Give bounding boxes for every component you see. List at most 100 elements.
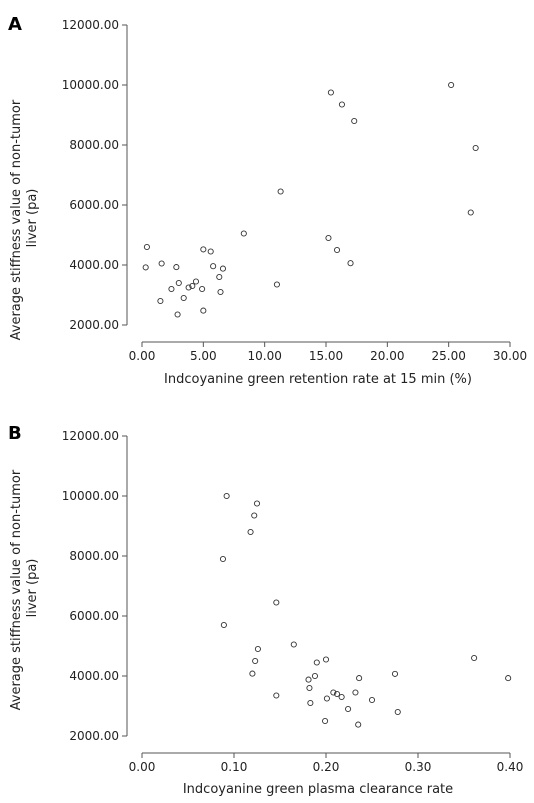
panel-a-data-point (142, 264, 149, 271)
panel-b-y-tick-label: 10000.00 (62, 489, 119, 503)
panel-b-data-point (253, 500, 261, 507)
panel-b-ylabel-line-1: Average stiffness value of non-tumor (9, 469, 24, 710)
panel-b-data-point (322, 656, 330, 663)
panel-a-data-point (448, 81, 455, 89)
panel-a-xlabel: Indcoyanine green retention rate at 15 m… (164, 372, 472, 387)
panel-a-x-tick-label: 20.00 (370, 349, 404, 363)
panel-a-data-point (192, 278, 200, 285)
panel-b-data-point (323, 695, 330, 702)
panel-a-data-point (277, 188, 284, 195)
panel-b-y-tick-label: 6000.00 (69, 609, 119, 623)
panel-a-data-point (217, 288, 224, 296)
panel-a-data-point (174, 311, 181, 318)
panel-b-x-tick-label: 0.00 (129, 760, 156, 774)
panel-a-label: A (8, 14, 22, 35)
panel-a-data-point (200, 246, 207, 253)
panel-a-y-tick-label: 4000.00 (69, 258, 119, 272)
panel-a-data-point (207, 248, 214, 255)
panel-a-y-tick-label: 2000.00 (69, 318, 119, 332)
panel-b-data-point (223, 492, 230, 500)
panel-a-data-point (240, 230, 247, 237)
panel-a-x-tick-label: 15.00 (309, 349, 343, 363)
panel-a-ylabel-line-1: Average stiffness value of non-tumor (9, 99, 24, 340)
panel-b-data-point (352, 689, 359, 696)
panel-b-data-point (355, 721, 362, 728)
panel-b-data-point (338, 693, 345, 701)
panel-b-x-tick-label: 0.40 (497, 760, 524, 774)
panel-b-data-point (254, 645, 261, 653)
panel-a-x-tick-label: 25.00 (431, 349, 465, 363)
panel-b-data-point (313, 659, 320, 666)
panel-a-data-point (467, 209, 474, 216)
panel-a-y-tick-label: 10000.00 (62, 78, 119, 92)
panel-a-x-tick-label: 30.00 (493, 349, 527, 363)
panel-a-data-point (157, 297, 164, 305)
panel-a-data-point (210, 263, 217, 270)
panel-b-data-point (345, 705, 352, 713)
panel-a-x-tick-label: 0.00 (129, 349, 156, 363)
panel-b-data-point (252, 657, 259, 665)
panel-a-data-point (158, 260, 165, 267)
panel-a-data-point (173, 264, 180, 271)
panel-b-data-point (368, 696, 376, 704)
panel-b-data-point (307, 699, 314, 707)
panel-b-data-point (471, 654, 478, 662)
panel-b-data-point (306, 684, 313, 692)
panel-b-x-tick-label: 0.30 (405, 760, 432, 774)
panel-b-data-point (311, 672, 319, 680)
panel-a-data-point (216, 273, 223, 281)
panel-b-ylabel-line-2: liver (pa) (25, 559, 40, 618)
panel-a-data-point (219, 265, 227, 272)
panel-b-x-tick-label: 0.10 (221, 760, 248, 774)
panel-b-data-point (394, 708, 401, 716)
panel-a-data-point (327, 89, 334, 96)
panel-b-data-point (330, 689, 337, 696)
panel-a-y-tick-label: 8000.00 (69, 138, 119, 152)
panel-b-x-tick-label: 0.20 (313, 760, 340, 774)
panel-b-data-point (322, 717, 329, 725)
panel-b-data-point (219, 555, 227, 563)
panel-b-data-point (356, 675, 363, 682)
panel-b-data-point (273, 599, 280, 606)
panel-b-y-tick-label: 4000.00 (69, 669, 119, 683)
svg-text:Average stiffness value of non: Average stiffness value of non-tumor liv… (9, 466, 40, 711)
panel-b-data-point (391, 670, 399, 677)
panel-a-data-point (189, 282, 196, 290)
panel-a-data-point (351, 117, 358, 125)
panel-a-x-tick-label: 5.00 (190, 349, 217, 363)
panel-a-scatter: A Average stiffness value of non-tumor l… (8, 14, 527, 387)
panel-b-data-point (305, 676, 312, 683)
panel-b-data-point (220, 621, 227, 629)
panel-a-data-point (199, 285, 206, 293)
panel-a-data-point (325, 234, 332, 242)
panel-b-y-tick-label: 8000.00 (69, 549, 119, 563)
panel-a-data-point (338, 101, 345, 108)
panel-b-xlabel: Indcoyanine green plasma clearance rate (183, 782, 453, 797)
svg-text:Average stiffness value of non: Average stiffness value of non-tumor liv… (9, 96, 40, 341)
panel-a-x-tick-label: 10.00 (247, 349, 281, 363)
panel-a-data-point (175, 279, 182, 287)
panel-a-data-point (200, 307, 207, 314)
panel-b-y-tick-label: 12000.00 (62, 429, 119, 443)
panel-b-scatter: B Average stiffness value of non-tumor l… (8, 423, 523, 797)
panel-b-data-point (505, 675, 512, 682)
panel-b-data-point (251, 512, 258, 519)
panel-b-data-point (247, 528, 254, 536)
panel-a-data-point (168, 285, 175, 293)
panel-a-data-point (333, 246, 341, 254)
panel-a-data-point (143, 243, 150, 251)
panel-a-ylabel-line-2: liver (pa) (25, 189, 40, 248)
panel-a-data-point (273, 281, 280, 288)
panel-b-data-point (273, 692, 280, 699)
panel-b-label: B (8, 423, 22, 444)
panel-a-data-point (180, 294, 187, 302)
panel-a-data-point (472, 144, 479, 152)
panel-a-data-point (185, 284, 192, 291)
panel-a-data-point (347, 260, 354, 267)
panel-b-data-point (249, 670, 256, 677)
panel-a-y-tick-label: 12000.00 (62, 18, 119, 32)
panel-b-data-point (333, 690, 341, 698)
panel-a-y-tick-label: 6000.00 (69, 198, 119, 212)
panel-b-y-tick-label: 2000.00 (69, 729, 119, 743)
